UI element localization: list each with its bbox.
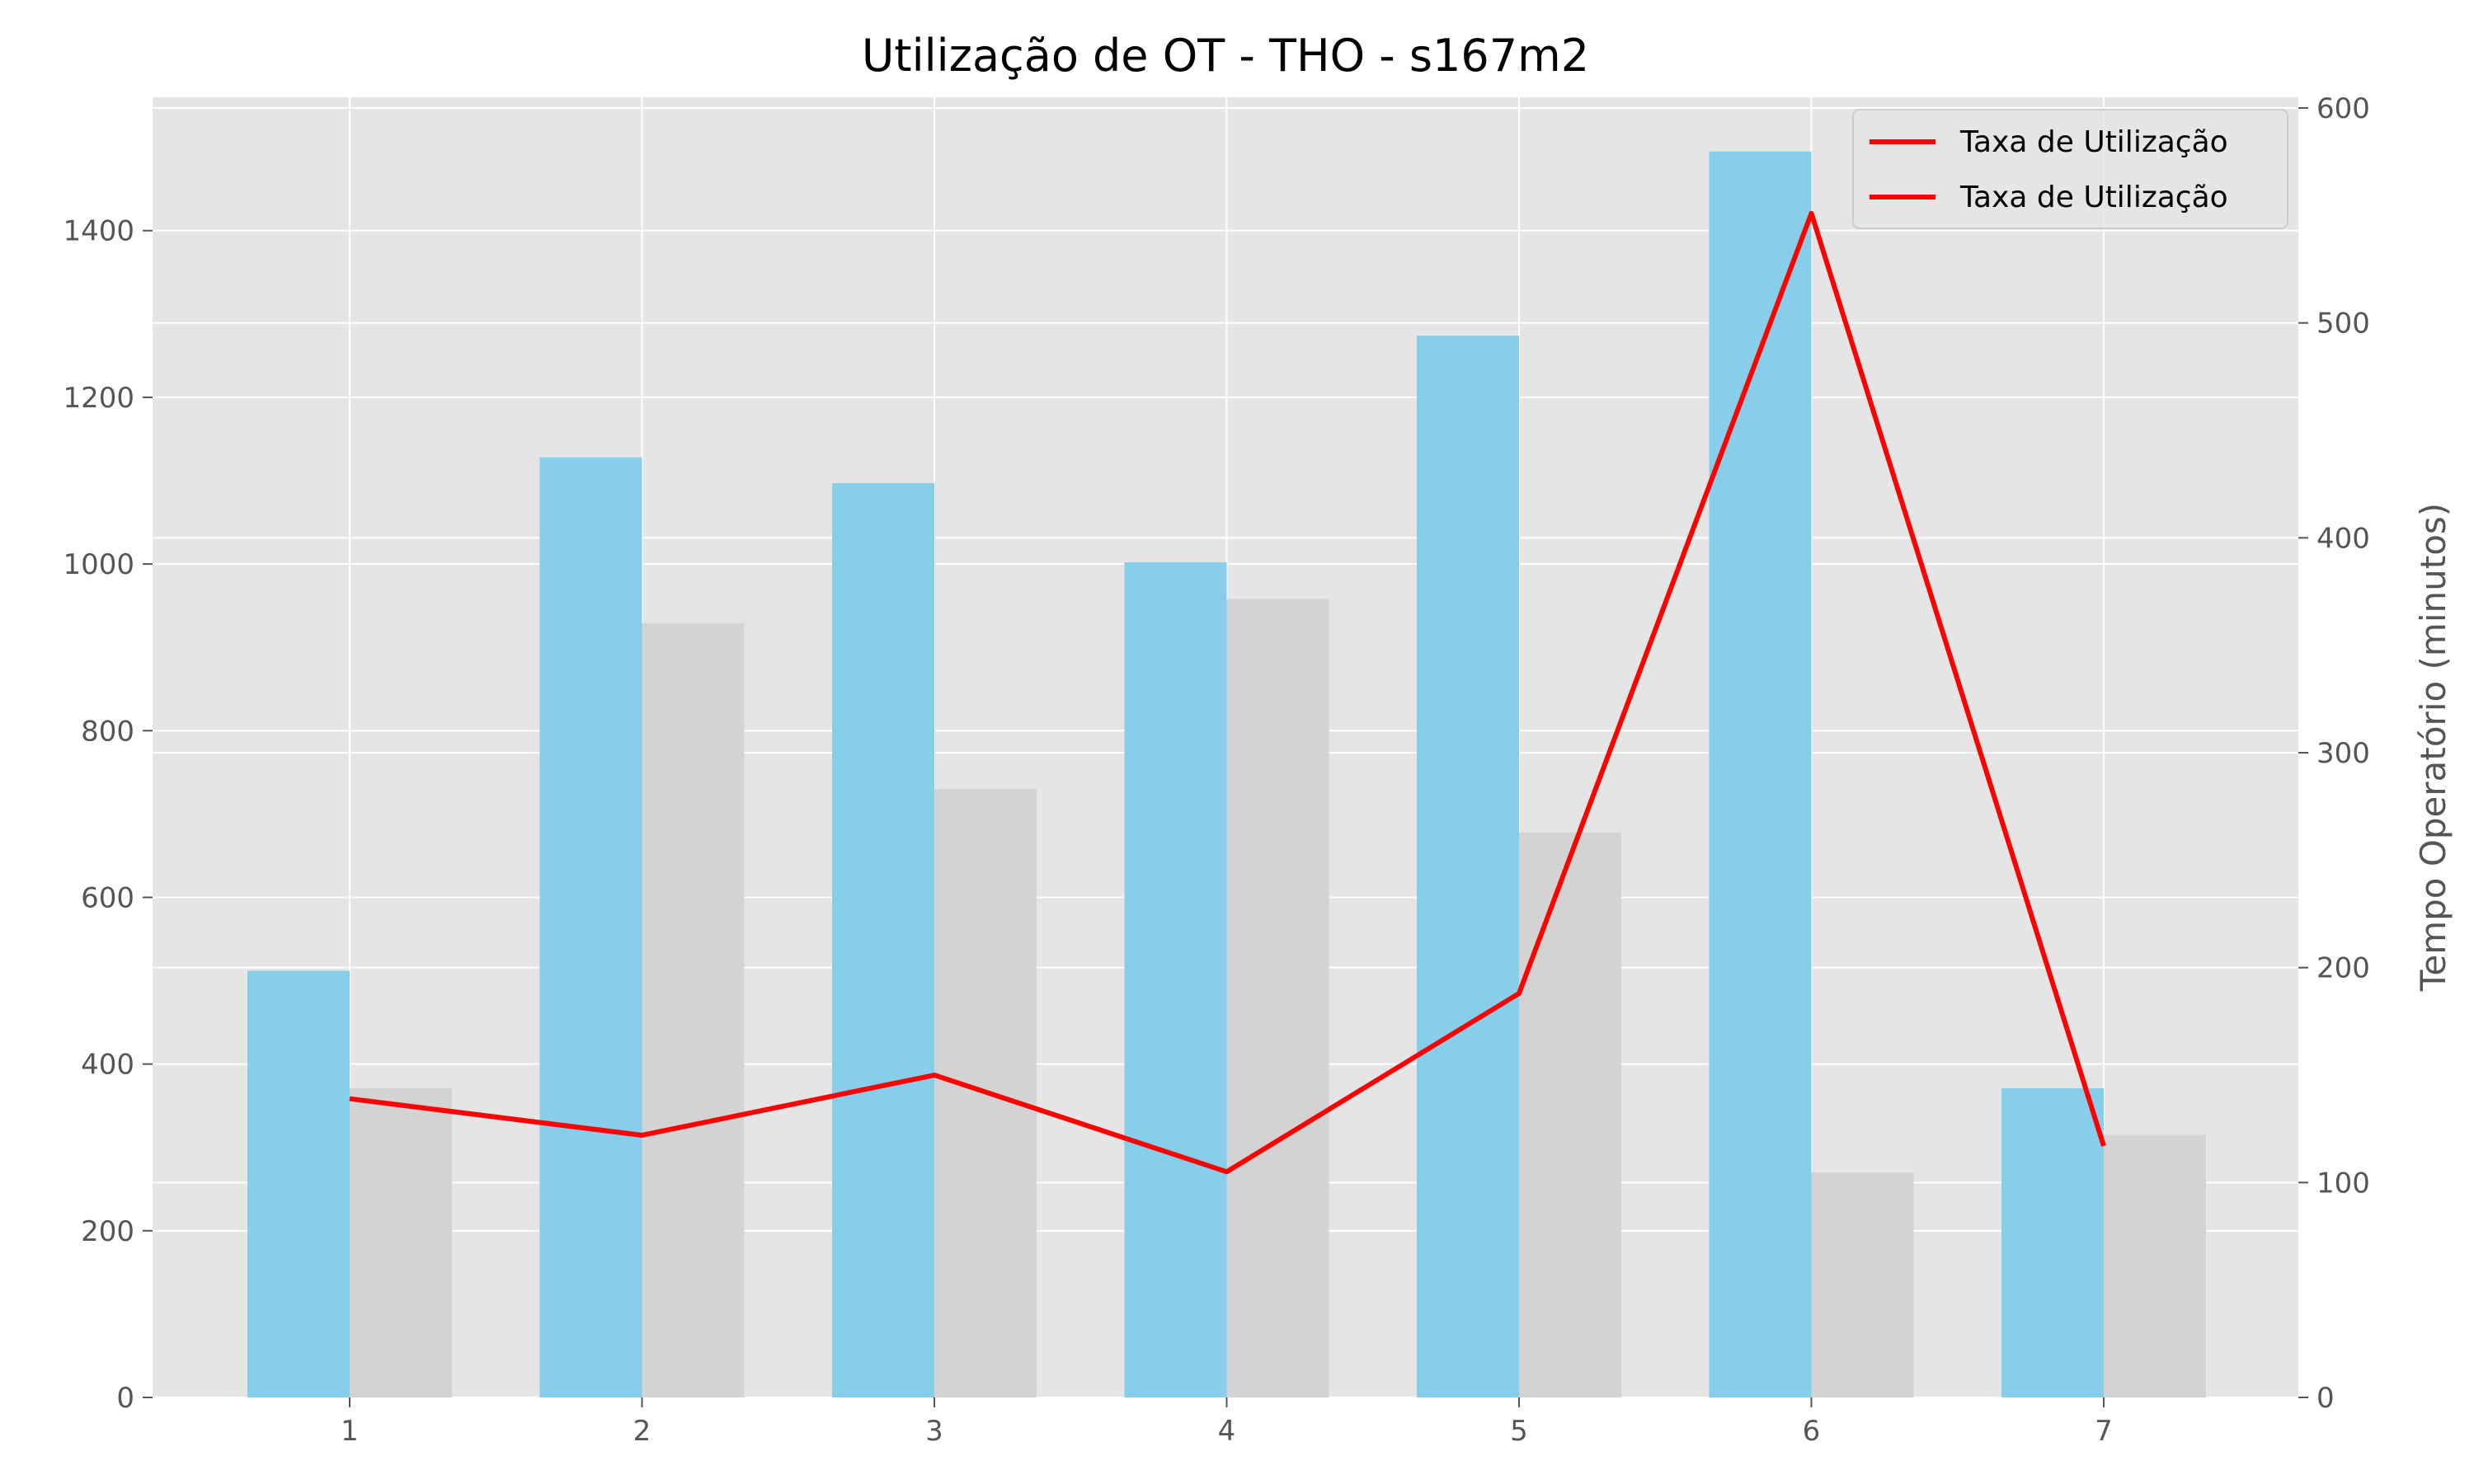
bars [247,151,2206,1397]
line-series-1 [349,210,2106,1175]
bar-series-1 [2001,1087,2104,1397]
y-axis-right-ticks: 0 100 200 300 400 500 600 [2298,92,2370,1415]
y-right-tick-label: 500 [2316,308,2370,340]
y-axis-left-ticks: 0 200 400 600 800 1000 1200 1400 [63,215,153,1415]
y-right-tick-label: 0 [2316,1382,2335,1415]
legend-box [1852,109,2288,229]
y-left-tick-label: 600 [81,881,134,914]
y-left-tick-label: 200 [81,1215,134,1248]
bar-series-2 [1226,599,1329,1397]
y-left-tick-label: 1400 [63,215,134,248]
y-right-tick-label: 100 [2316,1167,2370,1200]
x-tick-label: 5 [1510,1415,1528,1448]
y-right-tick-label: 400 [2316,522,2370,555]
bar-series-1 [539,457,642,1397]
y-left-tick-label: 400 [81,1049,134,1082]
bar-series-1 [1124,562,1227,1397]
y-left-tick-label: 800 [81,715,134,748]
bar-series-1 [247,970,350,1397]
bar-series-2 [1519,832,1621,1397]
bar-series-2 [642,622,745,1397]
y-left-tick-label: 1200 [63,382,134,415]
y-right-tick-label: 600 [2316,92,2370,125]
y-right-tick-label: 300 [2316,737,2370,770]
y-axis-right-label: Tempo Operatório (minutos) [2413,503,2453,992]
legend-label: Taxa de Utilização [1959,181,2228,214]
legend: Taxa de Utilização Taxa de Utilização [1852,109,2288,229]
bar-series-2 [1811,1172,1914,1397]
x-axis-ticks: 1 2 3 4 5 6 7 [341,1397,2113,1448]
x-tick-label: 6 [1803,1415,1821,1448]
lines [349,210,2106,1175]
y-right-tick-label: 200 [2316,952,2370,985]
x-tick-label: 2 [633,1415,651,1448]
bar-series-2 [2104,1134,2206,1397]
y-left-tick-label: 0 [116,1382,134,1415]
chart-title: Utilização de OT - THO - s167m2 [862,30,1589,82]
y-left-tick-label: 1000 [63,548,134,581]
bar-series-2 [350,1087,452,1397]
legend-label: Taxa de Utilização [1959,125,2228,159]
x-tick-label: 7 [2095,1415,2113,1448]
bar-series-1 [1709,151,1812,1397]
x-tick-label: 4 [1218,1415,1236,1448]
x-tick-label: 3 [925,1415,943,1448]
bar-series-1 [1417,336,1519,1397]
bar-series-1 [832,483,934,1397]
x-tick-label: 1 [341,1415,359,1448]
